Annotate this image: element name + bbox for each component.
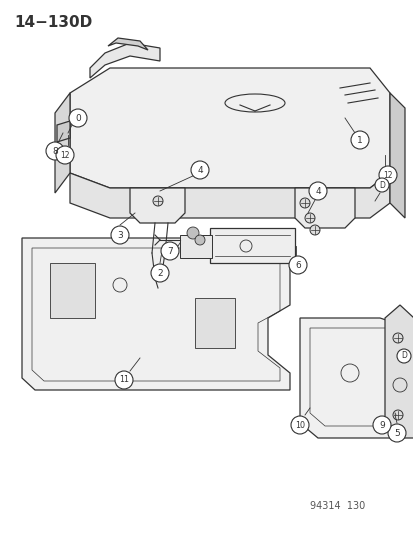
Polygon shape xyxy=(389,93,404,218)
Circle shape xyxy=(299,198,309,208)
Text: 3: 3 xyxy=(117,230,123,239)
Circle shape xyxy=(304,213,314,223)
Circle shape xyxy=(187,227,199,239)
Circle shape xyxy=(392,410,402,420)
Polygon shape xyxy=(195,298,235,348)
Polygon shape xyxy=(57,121,70,142)
Text: 5: 5 xyxy=(393,429,399,438)
Circle shape xyxy=(392,333,402,343)
Circle shape xyxy=(115,371,133,389)
Circle shape xyxy=(111,226,129,244)
Text: 12: 12 xyxy=(60,150,69,159)
Text: 1: 1 xyxy=(356,135,362,144)
Circle shape xyxy=(290,416,308,434)
Circle shape xyxy=(387,424,405,442)
Text: 9: 9 xyxy=(378,421,384,430)
Polygon shape xyxy=(130,188,185,223)
Polygon shape xyxy=(90,43,159,78)
Text: 2: 2 xyxy=(157,269,162,278)
Polygon shape xyxy=(22,238,289,390)
Text: 94314  130: 94314 130 xyxy=(309,501,364,511)
Circle shape xyxy=(308,182,326,200)
Polygon shape xyxy=(50,263,95,318)
Text: 7: 7 xyxy=(167,246,173,255)
Circle shape xyxy=(56,146,74,164)
Text: 4: 4 xyxy=(314,187,320,196)
Circle shape xyxy=(195,235,204,245)
Circle shape xyxy=(151,264,169,282)
Text: 12: 12 xyxy=(382,171,392,180)
Circle shape xyxy=(372,416,390,434)
Polygon shape xyxy=(70,68,389,188)
Circle shape xyxy=(46,142,64,160)
Text: 11: 11 xyxy=(119,376,129,384)
Text: 8: 8 xyxy=(52,147,58,156)
Circle shape xyxy=(161,242,178,260)
Polygon shape xyxy=(70,173,389,218)
Text: 0: 0 xyxy=(75,114,81,123)
Polygon shape xyxy=(180,235,211,258)
Circle shape xyxy=(288,256,306,274)
Circle shape xyxy=(350,131,368,149)
Polygon shape xyxy=(209,228,294,263)
Polygon shape xyxy=(294,188,354,228)
Text: 4: 4 xyxy=(197,166,202,174)
Circle shape xyxy=(374,178,388,192)
Text: 10: 10 xyxy=(294,421,304,430)
Circle shape xyxy=(69,109,87,127)
Circle shape xyxy=(396,349,410,363)
Polygon shape xyxy=(108,38,147,50)
Text: 6: 6 xyxy=(294,261,300,270)
Polygon shape xyxy=(299,318,409,438)
Text: D: D xyxy=(400,351,406,360)
Circle shape xyxy=(378,166,396,184)
Polygon shape xyxy=(55,93,70,193)
Circle shape xyxy=(190,161,209,179)
Text: D: D xyxy=(378,181,384,190)
Circle shape xyxy=(309,225,319,235)
Text: 14−130D: 14−130D xyxy=(14,15,92,30)
Circle shape xyxy=(153,196,163,206)
Polygon shape xyxy=(384,305,413,438)
